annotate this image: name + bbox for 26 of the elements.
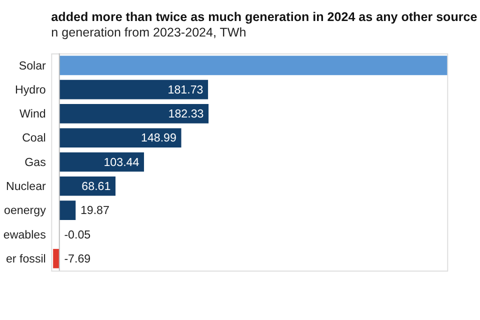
chart-subtitle: n generation from 2023-2024, TWh — [51, 25, 246, 40]
data-label: -0.05 — [64, 229, 91, 242]
bar — [59, 104, 209, 124]
bar — [53, 248, 60, 268]
bar — [59, 128, 182, 148]
y-tick-label: Solar — [18, 60, 46, 72]
y-tick-label: Nuclear — [6, 181, 46, 194]
data-label: 103.44 — [104, 156, 140, 169]
y-tick-label: er fossil — [6, 253, 46, 266]
y-tick-label: oenergy — [4, 205, 46, 218]
y-tick-label: Hydro — [14, 84, 46, 96]
data-label: 148.99 — [141, 132, 176, 145]
y-tick-label: Wind — [19, 108, 46, 121]
data-label: 68.61 — [82, 181, 111, 194]
bar — [59, 80, 208, 100]
y-tick-label: Gas — [24, 156, 46, 169]
bar — [59, 152, 144, 172]
y-tick-label: ewables — [3, 229, 46, 242]
data-label: 182.33 — [168, 108, 204, 121]
bar — [59, 200, 76, 220]
data-label: -7.69 — [64, 253, 91, 266]
bar — [59, 56, 448, 76]
chart-title: added more than twice as much generation in 2024 as any other source — [51, 10, 478, 24]
y-tick-label: Coal — [22, 132, 46, 145]
data-label: 181.73 — [168, 84, 204, 96]
data-label: 19.87 — [80, 205, 110, 218]
